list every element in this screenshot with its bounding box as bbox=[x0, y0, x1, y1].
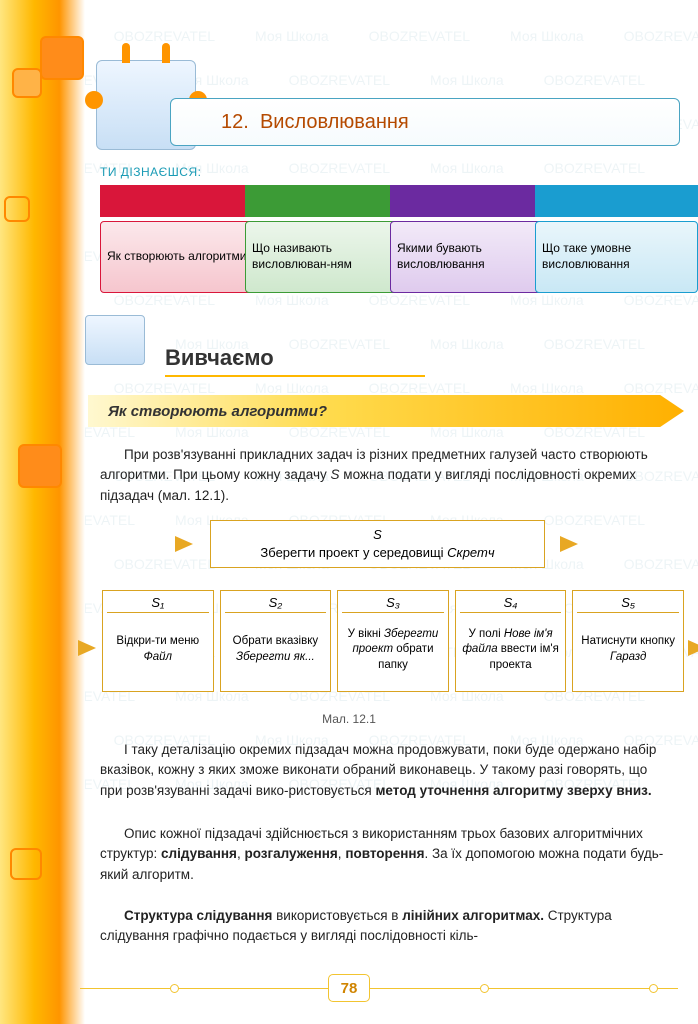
diagram-sub-box: S₂Обрати вказівку Зберегти як... bbox=[220, 590, 332, 692]
diagram-sub-body: Натиснути кнопку Гаразд bbox=[577, 613, 679, 687]
diagram-sub-box: S₁Відкри-ти меню Файл bbox=[102, 590, 214, 692]
topic-tab-label: Що називають висловлюван-ням bbox=[245, 221, 408, 293]
diagram-sub-body: Відкри-ти меню Файл bbox=[107, 613, 209, 687]
page-number: 78 bbox=[328, 974, 370, 1002]
diagram-sub-row: S₁Відкри-ти меню ФайлS₂Обрати вказівку З… bbox=[102, 590, 684, 692]
mascot-small bbox=[85, 315, 145, 365]
circuit-dot-icon bbox=[170, 984, 179, 993]
diagram-arrow-icon bbox=[78, 640, 96, 656]
chapter-title: Висловлювання bbox=[260, 111, 409, 134]
deco-square bbox=[10, 848, 42, 880]
topic-tab: .arrow-tab:nth-child(2) .arrow-body::aft… bbox=[100, 185, 263, 295]
diagram-sub-head: S₂ bbox=[225, 595, 327, 613]
paragraph-2: І таку деталізацію окремих підзадач можн… bbox=[100, 740, 670, 801]
deco-square bbox=[12, 68, 42, 98]
diagram-sub-body: У вікні Зберегти проект обрати папку bbox=[342, 613, 444, 687]
topic-tab: .arrow-tab:nth-child(3) .arrow-body::aft… bbox=[245, 185, 408, 295]
diagram-arrow-icon bbox=[175, 536, 193, 552]
deco-square bbox=[18, 444, 62, 488]
figure-caption: Мал. 12.1 bbox=[0, 712, 698, 726]
diagram-arrow-icon bbox=[688, 640, 698, 656]
topic-tab: .arrow-tab:nth-child(4) .arrow-body::aft… bbox=[390, 185, 553, 295]
question-arrow: Як створюють алгоритми? bbox=[88, 395, 684, 427]
topic-tab-label: Як створюють алгоритми bbox=[100, 221, 263, 293]
diagram-sub-head: S₁ bbox=[107, 595, 209, 613]
circuit-dot-icon bbox=[480, 984, 489, 993]
deco-square bbox=[4, 196, 30, 222]
diagram-sub-box: S₃У вікні Зберегти проект обрати папку bbox=[337, 590, 449, 692]
topic-tab: .arrow-tab:nth-child(5) .arrow-body::aft… bbox=[535, 185, 698, 295]
diagram-sub-body: У полі Нове ім'я файла ввести ім'я проек… bbox=[460, 613, 562, 687]
diagram-main-text: Зберегти проект у середовищі Скретч bbox=[260, 544, 494, 562]
diagram-arrow-icon bbox=[560, 536, 578, 552]
question-text: Як створюють алгоритми? bbox=[108, 403, 327, 420]
diagram-main-s: S bbox=[373, 526, 382, 544]
diagram-sub-body: Обрати вказівку Зберегти як... bbox=[225, 613, 327, 687]
topic-tabs-row: .arrow-tab:nth-child(2) .arrow-body::aft… bbox=[100, 185, 680, 295]
paragraph-1: При розв'язуванні прикладних задач із рі… bbox=[100, 445, 670, 506]
paragraph-4: Структура слідування використовується в … bbox=[100, 906, 670, 947]
diagram-sub-head: S₄ bbox=[460, 595, 562, 613]
diagram-sub-box: S₅Натиснути кнопку Гаразд bbox=[572, 590, 684, 692]
diagram-sub-box: S₄У полі Нове ім'я файла ввести ім'я про… bbox=[455, 590, 567, 692]
chapter-number: 12. bbox=[221, 111, 249, 134]
topic-tab-label: Що таке умовне висловлювання bbox=[535, 221, 698, 293]
chapter-header: 12. Висловлювання bbox=[170, 98, 680, 146]
section-heading: Вивчаємо bbox=[165, 345, 425, 377]
paragraph-3: Опис кожної підзадачі здійснюється з вик… bbox=[100, 824, 670, 885]
diagram-sub-head: S₃ bbox=[342, 595, 444, 613]
topic-tab-label: Якими бувають висловлювання bbox=[390, 221, 553, 293]
circuit-dot-icon bbox=[649, 984, 658, 993]
diagram-sub-head: S₅ bbox=[577, 595, 679, 613]
diagram-main-box: S Зберегти проект у середовищі Скретч bbox=[210, 520, 545, 568]
deco-square bbox=[40, 36, 84, 80]
subheader-text: ТИ ДІЗНАЄШСЯ: bbox=[100, 165, 201, 179]
